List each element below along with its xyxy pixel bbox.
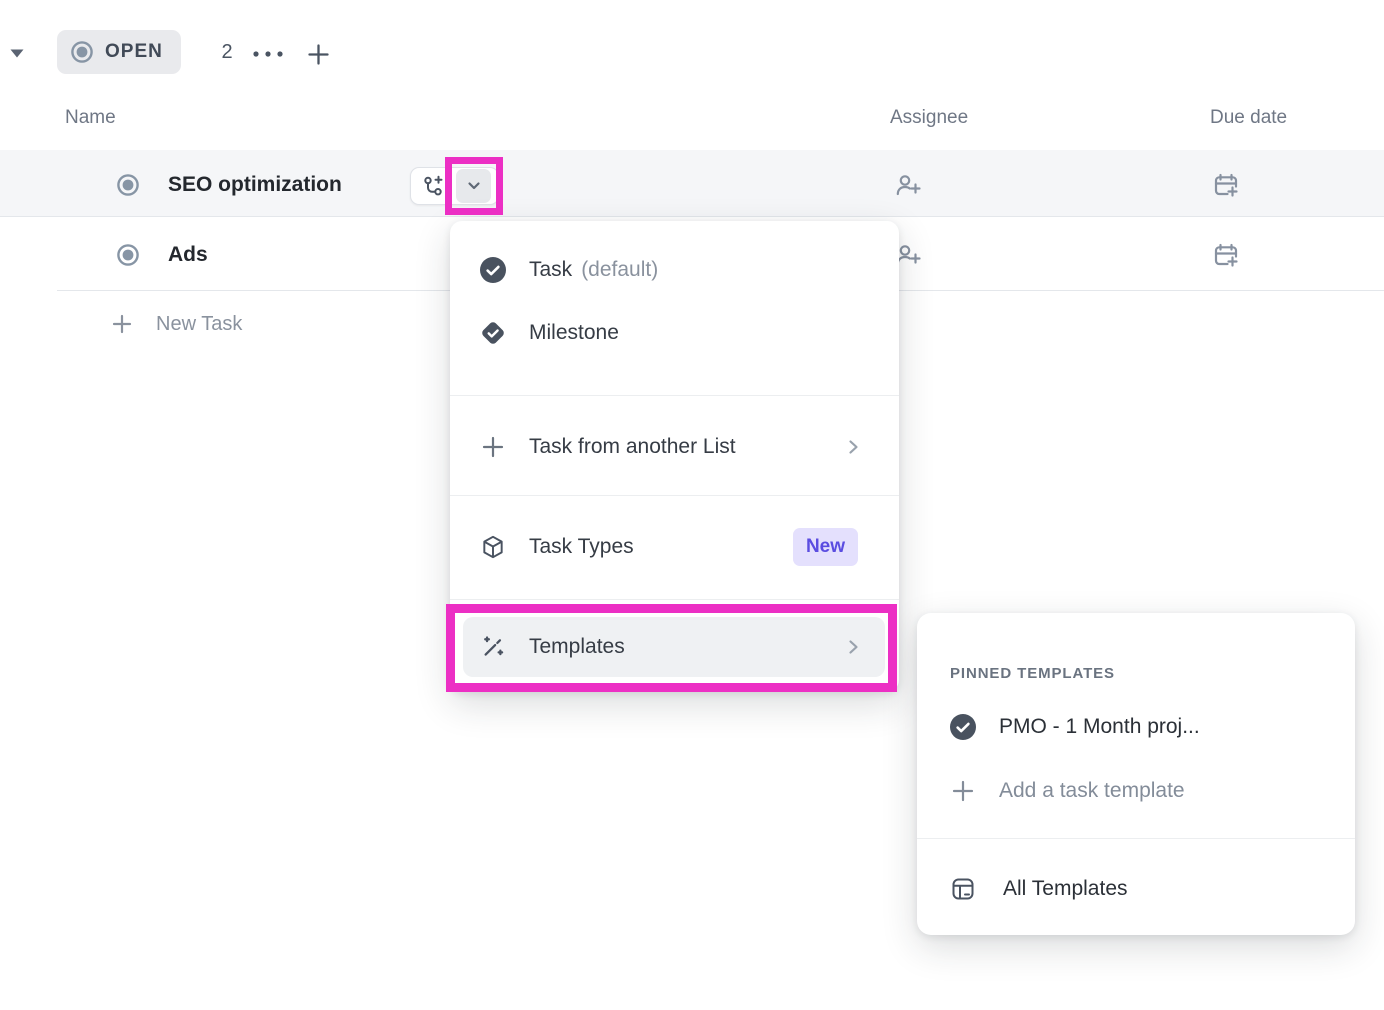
menu-item-label: Task — [529, 258, 573, 281]
circle-check-icon — [479, 256, 507, 284]
column-header-name[interactable]: Name — [65, 107, 116, 128]
menu-item-templates[interactable]: Templates — [450, 618, 899, 676]
menu-item-suffix: (default) — [581, 258, 659, 281]
column-header-due-date[interactable]: Due date — [1210, 107, 1288, 128]
diamond-check-icon — [479, 319, 507, 347]
plus-icon — [479, 433, 507, 461]
submenu-item-all-templates[interactable]: All Templates — [917, 861, 1355, 917]
due-date-add-icon[interactable] — [1212, 171, 1240, 199]
task-actions-pill — [410, 167, 499, 205]
new-task-button[interactable]: New Task — [110, 312, 242, 336]
plus-icon — [112, 314, 132, 334]
menu-item-task-from-another-list[interactable]: Task from another List — [450, 419, 899, 475]
pinned-templates-heading: PINNED TEMPLATES — [950, 665, 1115, 682]
menu-item-task-types[interactable]: Task Types New — [450, 519, 899, 575]
task-name[interactable]: Ads — [168, 243, 208, 266]
task-status-icon[interactable] — [115, 242, 141, 268]
add-subtask-button[interactable] — [411, 174, 456, 198]
templates-submenu: PINNED TEMPLATES PMO - 1 Month proj... A… — [917, 613, 1355, 935]
menu-item-label: Milestone — [529, 321, 619, 344]
add-task-button[interactable] — [302, 40, 334, 68]
menu-item-label: Task Types — [529, 535, 634, 558]
menu-divider — [450, 495, 899, 496]
group-task-count: 2 — [221, 41, 233, 63]
submenu-divider — [917, 838, 1355, 839]
submenu-item-label: Add a task template — [999, 779, 1185, 802]
status-group-label: OPEN — [105, 41, 163, 62]
menu-item-label: Templates — [529, 635, 625, 658]
subtask-icon — [423, 175, 442, 196]
menu-divider — [450, 599, 899, 600]
task-row-seo[interactable] — [0, 150, 1384, 217]
submenu-item-add-task-template[interactable]: Add a task template — [917, 763, 1355, 819]
new-feature-badge: New — [793, 528, 858, 566]
new-task-label: New Task — [156, 312, 243, 335]
status-group-badge[interactable]: OPEN — [57, 30, 181, 74]
cube-icon — [479, 533, 507, 561]
ellipsis-icon — [253, 51, 283, 57]
plus-icon — [949, 777, 977, 805]
task-type-dropdown-button[interactable] — [456, 169, 491, 203]
chevron-down-icon — [467, 182, 480, 190]
submenu-item-label: All Templates — [1003, 877, 1128, 900]
group-more-button[interactable] — [250, 41, 286, 67]
assignee-add-icon[interactable] — [894, 171, 922, 199]
plus-icon — [307, 43, 329, 65]
column-header-assignee[interactable]: Assignee — [890, 107, 969, 128]
menu-item-task[interactable]: Task (default) — [450, 242, 899, 298]
submenu-item-label: PMO - 1 Month proj... — [999, 715, 1200, 738]
task-name[interactable]: SEO optimization — [168, 173, 342, 196]
collapse-group-caret-icon[interactable] — [8, 46, 26, 62]
task-status-icon[interactable] — [115, 172, 141, 198]
template-layout-icon — [949, 875, 977, 903]
menu-item-milestone[interactable]: Milestone — [450, 305, 899, 361]
status-circle-icon — [71, 41, 93, 63]
circle-check-icon — [949, 713, 977, 741]
wand-icon — [479, 633, 507, 661]
submenu-item-pmo-template[interactable]: PMO - 1 Month proj... — [917, 699, 1355, 755]
chevron-right-icon — [849, 640, 858, 654]
task-type-menu: Task (default) Milestone Task from anoth… — [450, 221, 899, 692]
due-date-add-icon[interactable] — [1212, 241, 1240, 269]
menu-item-label: Task from another List — [529, 435, 736, 458]
templates-hover-highlight — [463, 617, 885, 677]
chevron-right-icon — [849, 440, 858, 454]
menu-divider — [450, 395, 899, 396]
